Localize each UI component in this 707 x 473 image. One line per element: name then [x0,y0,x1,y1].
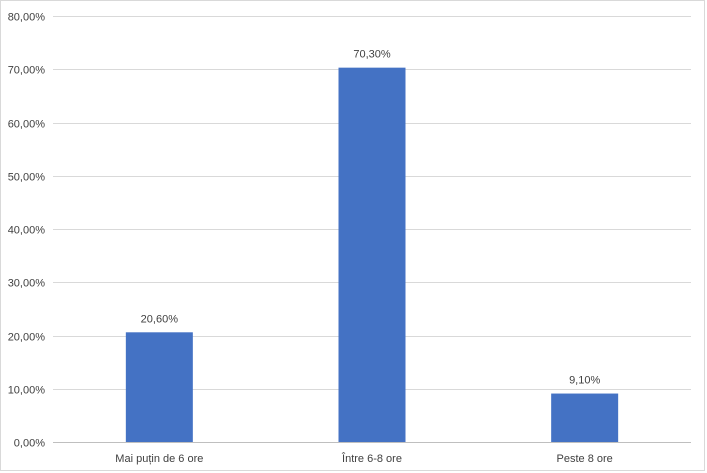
x-axis-category-labels: Mai puțin de 6 ore Între 6-8 ore Peste 8 o… [115,452,612,465]
data-label: 9,10% [569,375,600,387]
y-tick-label: 60,00% [8,119,46,131]
category-label: Între 6-8 ore [341,452,402,465]
y-tick-label: 70,00% [8,65,46,77]
category-label: Mai puțin de 6 ore [115,453,203,465]
y-tick-label: 50,00% [8,172,46,184]
category-label: Peste 8 ore [557,453,613,465]
data-label: 70,30% [353,49,391,61]
data-labels: 20,60% 70,30% 9,10% [141,49,601,387]
y-tick-label: 0,00% [14,438,45,450]
y-tick-label: 20,00% [8,332,46,344]
y-tick-label: 30,00% [8,278,46,290]
bars [125,67,619,442]
y-axis-tick-labels: 0,00% 10,00% 20,00% 30,00% 40,00% 50,00% 60,00… [8,12,46,450]
bar [125,332,193,442]
bar [551,393,619,442]
y-tick-label: 10,00% [8,385,46,397]
y-tick-label: 80,00% [8,12,46,24]
bar [338,67,406,442]
y-tick-label: 40,00% [8,225,46,237]
data-label: 20,60% [141,313,179,325]
